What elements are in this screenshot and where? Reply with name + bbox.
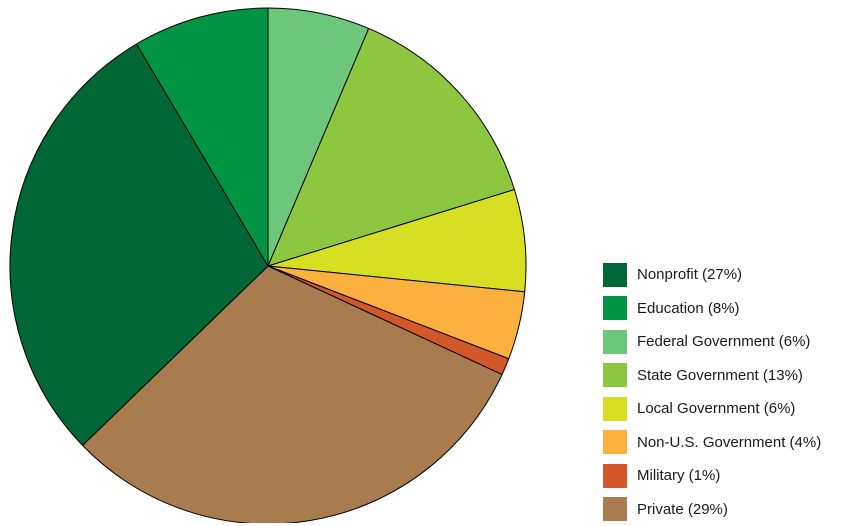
legend-item: Nonprofit (27%) [603, 258, 854, 292]
legend-swatch [603, 497, 627, 521]
legend-item: Education (8%) [603, 292, 854, 326]
legend-item: Non-U.S. Government (4%) [603, 426, 854, 460]
legend-label: Education (8%) [637, 300, 740, 317]
legend-swatch [603, 296, 627, 320]
legend-swatch [603, 330, 627, 354]
legend-label: Private (29%) [637, 501, 728, 518]
legend-label: Nonprofit (27%) [637, 266, 742, 283]
legend-item: Local Government (6%) [603, 392, 854, 426]
legend-item: Military (1%) [603, 459, 854, 493]
pie-chart [0, 0, 540, 523]
legend-swatch [603, 430, 627, 454]
legend-label: Non-U.S. Government (4%) [637, 434, 821, 451]
legend-label: Local Government (6%) [637, 400, 795, 417]
legend-swatch [603, 464, 627, 488]
legend-item: State Government (13%) [603, 359, 854, 393]
legend-label: Federal Government (6%) [637, 333, 810, 350]
legend-label: State Government (13%) [637, 367, 803, 384]
legend-swatch [603, 397, 627, 421]
legend-item: Federal Government (6%) [603, 325, 854, 359]
legend: Nonprofit (27%) Education (8%) Federal Gov… [603, 258, 854, 526]
legend-item: Private (29%) [603, 493, 854, 526]
legend-label: Military (1%) [637, 467, 720, 484]
legend-swatch [603, 263, 627, 287]
legend-swatch [603, 363, 627, 387]
